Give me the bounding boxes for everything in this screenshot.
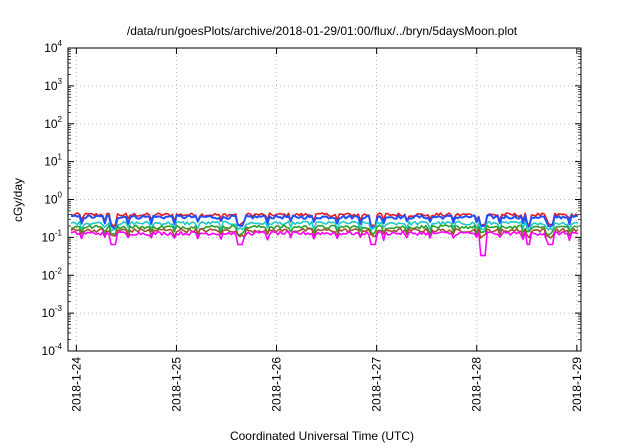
y-tick-label: 100 [44,191,62,207]
y-tick-label: 10-4 [42,342,63,358]
series-line [70,224,579,236]
x-axis-label: Coordinated Universal Time (UTC) [230,429,414,443]
y-axis: 10-4 10-3 10-2 10-1 100 101 102 103 104 [42,39,581,358]
chart-title: /data/run/goesPlots/archive/2018-01-29/0… [127,24,518,38]
y-tick-label: 104 [44,39,62,55]
x-axis: 2018-1-24 2018-1-25 2018-1-26 2018-1-27 2018… [69,48,584,412]
series-line [70,212,579,228]
series-line [70,230,579,257]
x-tick-label: 2018-1-26 [270,357,284,412]
series-line [70,220,579,232]
x-tick-label: 2018-1-25 [169,357,183,412]
x-tick-label: 2018-1-29 [570,357,584,412]
y-tick-label: 10-2 [42,266,63,282]
x-tick-label: 2018-1-28 [470,357,484,412]
series-lines [70,212,579,257]
grid [68,48,581,351]
y-axis-label: cGy/day [11,178,25,222]
x-tick-label: 2018-1-27 [370,357,384,412]
series-line [70,227,579,239]
y-tick-label: 102 [44,115,62,131]
x-tick-label: 2018-1-24 [69,357,83,412]
y-tick-label: 101 [44,153,62,169]
series-line [70,214,579,230]
y-tick-label: 103 [44,77,62,93]
y-tick-label: 10-1 [42,228,63,244]
y-tick-label: 10-3 [42,304,63,320]
